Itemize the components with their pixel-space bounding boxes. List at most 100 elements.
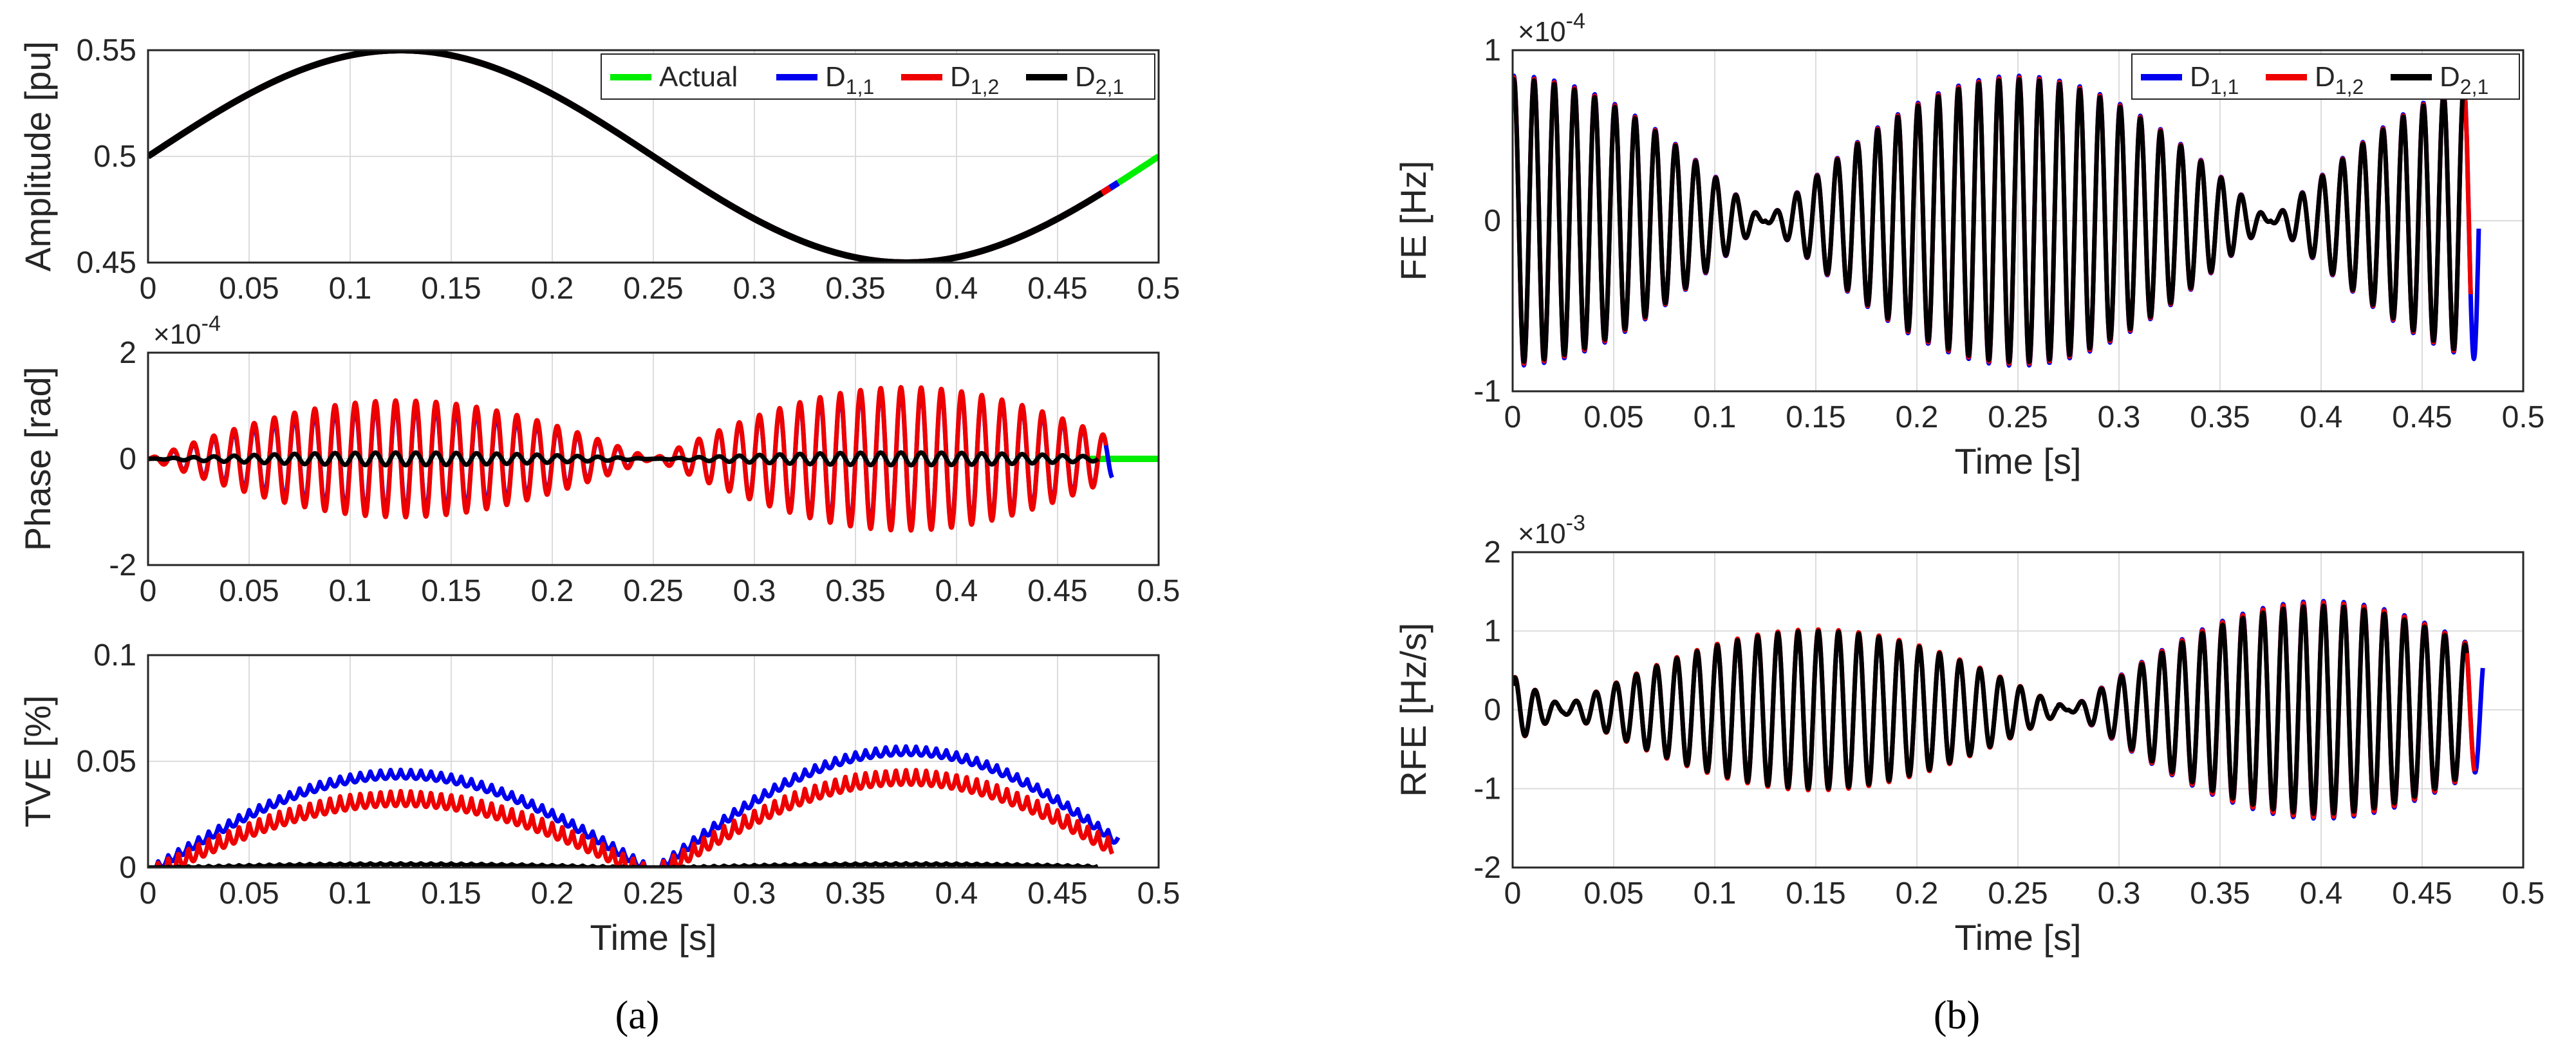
x-tick-label: 0.3 <box>733 877 776 911</box>
x-tick-label: 0 <box>1504 400 1522 434</box>
tve-chart: 0 0.05 0.1 0.15 0.2 0.25 0.3 0.35 0.4 0.45 0.5 0 0.0… <box>17 638 1180 958</box>
y-tick-label: 1 <box>1484 33 1501 68</box>
panel-label-b: (b) <box>1934 994 1980 1037</box>
x-tick-label: 0.25 <box>623 272 683 306</box>
x-tick-label: 0.15 <box>1786 877 1845 911</box>
x-tick-label: 0.25 <box>623 877 683 911</box>
y-axis-label: FE [Hz] <box>1393 161 1433 281</box>
rfe-chart: 0 0.05 0.1 0.15 0.2 0.25 0.3 0.35 0.4 0.45 0.5 -2 -1… <box>1393 511 2544 958</box>
x-tick-label: 0.35 <box>825 574 885 608</box>
x-tick-label: 0.05 <box>1583 877 1643 911</box>
y-exponent-power: -4 <box>201 311 221 336</box>
x-tick-label: 0.2 <box>1896 877 1939 911</box>
x-tick-label: 0.5 <box>1137 272 1181 306</box>
y-tick-label: -1 <box>1473 772 1501 806</box>
legend-box <box>2131 53 2520 100</box>
x-tick-label: 0.45 <box>1027 877 1087 911</box>
x-tick-label: 0.15 <box>421 272 481 306</box>
series-group <box>1513 73 2481 368</box>
x-tick-label: 0.1 <box>1694 400 1737 434</box>
legend-entry-label: D1,1 <box>2190 61 2239 98</box>
series-group <box>1513 599 2485 821</box>
x-tick-label: 0.25 <box>1988 400 2048 434</box>
y-tick-label: 0 <box>1484 204 1501 238</box>
x-tick-label: 0.15 <box>421 574 481 608</box>
legend-entry-subscript: 1,1 <box>846 75 874 98</box>
x-tick-label: 0.05 <box>1583 400 1643 434</box>
x-tick-label: 0.1 <box>329 272 372 306</box>
legend-entry-subscript: 1,2 <box>2335 75 2364 98</box>
x-tick-label: 0.45 <box>1027 574 1087 608</box>
fe-chart: 0 0.05 0.1 0.15 0.2 0.25 0.3 0.35 0.4 0.45 0.5-101… <box>1393 9 2544 481</box>
x-tick-label: 0.5 <box>2502 400 2545 434</box>
x-tick-label: 0.2 <box>531 574 574 608</box>
x-tick-label: 0.45 <box>2392 400 2452 434</box>
x-tick-label: 0.3 <box>2098 877 2141 911</box>
y-tick-label: -2 <box>1473 851 1501 885</box>
x-tick-label: 0.1 <box>1694 877 1737 911</box>
legend: D1,1 D1,2 D2,1 <box>2131 53 2520 100</box>
y-tick-label: 0 <box>119 442 136 476</box>
y-axis-label: Phase [rad] <box>17 367 58 551</box>
x-tick-label: 0.35 <box>825 877 885 911</box>
x-tick-label: 0.3 <box>2098 400 2141 434</box>
x-tick-label: 0.4 <box>2300 400 2343 434</box>
axes-frame <box>147 654 1160 869</box>
x-tick-label: 0 <box>140 574 157 608</box>
y-tick-label: 0 <box>1484 693 1501 727</box>
y-tick-label: 0.1 <box>93 638 136 673</box>
series-line-d21 <box>148 450 1100 468</box>
series-line-d21 <box>1513 603 2469 816</box>
x-axis-label: Time [s] <box>1954 441 2081 481</box>
legend-entry-label: Actual <box>659 61 738 93</box>
x-tick-label: 0.2 <box>1896 400 1939 434</box>
series-group <box>148 50 1159 263</box>
legend: Actual D1,1 D1,2 D2,1 <box>601 53 1155 100</box>
y-tick-label: -2 <box>109 548 136 582</box>
series-line-d21 <box>1513 77 2465 365</box>
x-tick-label: 0.45 <box>1027 272 1087 306</box>
x-tick-label: 0.35 <box>825 272 885 306</box>
axes-frame <box>1511 551 2525 869</box>
x-tick-label: 0.15 <box>421 877 481 911</box>
legend-entry-subscript: 2,1 <box>1096 75 1124 98</box>
x-tick-label: 0.25 <box>623 574 683 608</box>
y-exponent-power: -3 <box>1566 511 1585 535</box>
x-tick-label: 0.05 <box>219 877 279 911</box>
x-tick-label: 0.2 <box>531 877 574 911</box>
x-tick-label: 0.1 <box>329 877 372 911</box>
y-tick-label: 1 <box>1484 615 1501 649</box>
legend-entry-subscript: 1,1 <box>2210 75 2239 98</box>
y-exponent-power: -4 <box>1566 9 1585 33</box>
y-tick-label: -1 <box>1473 375 1501 409</box>
axes-frame <box>147 49 1160 264</box>
x-tick-label: 0.35 <box>2190 877 2250 911</box>
x-tick-label: 0 <box>1504 877 1522 911</box>
axes-frame <box>1511 49 2525 393</box>
x-tick-label: 0.35 <box>2190 400 2250 434</box>
x-tick-label: 0.3 <box>733 574 776 608</box>
x-axis-label: Time [s] <box>590 917 716 958</box>
x-tick-label: 0.2 <box>531 272 574 306</box>
x-tick-label: 0.4 <box>2300 877 2343 911</box>
x-tick-label: 0 <box>140 272 157 306</box>
series-line-d12 <box>148 768 1115 868</box>
amplitude-chart: 0 0.05 0.1 0.15 0.2 0.25 0.3 0.35 0.4 0.45 0.5 0.45… <box>17 33 1180 306</box>
x-tick-label: 0.5 <box>1137 877 1181 911</box>
y-tick-label: 0 <box>119 851 136 885</box>
legend-entry-subscript: 2,1 <box>2460 75 2488 98</box>
x-tick-label: 0 <box>140 877 157 911</box>
x-tick-label: 0.5 <box>2502 877 2545 911</box>
y-axis-label: RFE [Hz/s] <box>1393 623 1433 797</box>
y-tick-label: 0.05 <box>77 745 136 779</box>
series-line-d21 <box>148 50 1104 263</box>
y-tick-label: 0.55 <box>77 33 136 68</box>
y-axis-label: TVE [%] <box>17 695 58 827</box>
y-axis-label: Amplitude [pu] <box>17 41 58 272</box>
x-tick-label: 0.45 <box>2392 877 2452 911</box>
legend-entry-subscript: 1,2 <box>971 75 999 98</box>
x-tick-label: 0.05 <box>219 272 279 306</box>
x-tick-label: 0.3 <box>733 272 776 306</box>
panel-label-a: (a) <box>615 994 660 1037</box>
